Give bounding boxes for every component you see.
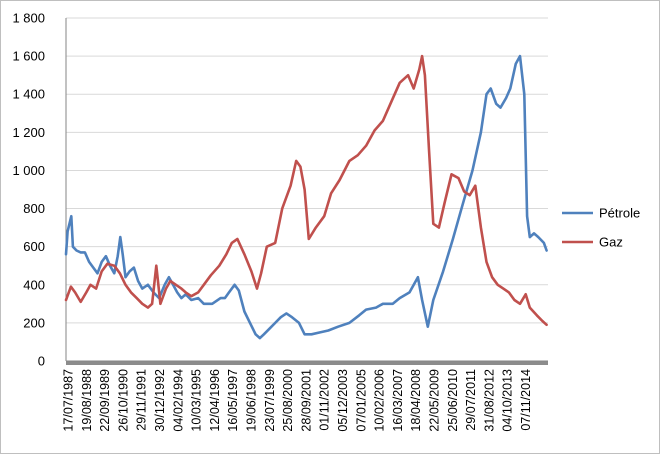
x-tick-label: 29/11/1991 <box>135 369 149 431</box>
series-line-gaz <box>64 54 548 327</box>
y-tick-label: 1 600 <box>12 49 45 64</box>
x-tick-label: 26/10/1990 <box>116 369 130 432</box>
x-tick-label: 10/03/1995 <box>190 369 204 432</box>
x-tick-label: 07/01/2005 <box>354 369 368 432</box>
x-tick-label: 19/06/1998 <box>245 369 259 432</box>
x-tick-label: 25/08/2000 <box>281 369 295 432</box>
y-tick-label: 1 800 <box>12 11 45 26</box>
series-line-petrole <box>64 54 548 340</box>
x-tick-label: 28/09/2001 <box>299 369 313 432</box>
y-tick-label: 0 <box>38 354 45 369</box>
x-tick-label: 29/07/2011 <box>464 369 478 431</box>
y-tick-label: 1 000 <box>12 163 45 178</box>
y-tick-label: 1 200 <box>12 125 45 140</box>
x-tick-label: 19/08/1988 <box>80 369 94 432</box>
x-tick-label: 04/02/1994 <box>171 369 185 432</box>
x-tick-label: 12/04/1996 <box>208 369 222 432</box>
x-tick-label: 01/11/2002 <box>318 369 332 431</box>
legend-label: Gaz <box>599 235 623 250</box>
x-tick-label: 07/11/2014 <box>519 369 533 431</box>
x-tick-label: 23/07/1999 <box>263 369 277 432</box>
x-tick-label: 31/08/2012 <box>482 369 496 432</box>
x-tick-label: 04/10/2013 <box>501 369 515 432</box>
x-axis-tick-band <box>66 361 548 365</box>
x-tick-label: 22/09/1989 <box>98 369 112 432</box>
y-tick-label: 800 <box>23 201 45 216</box>
y-tick-label: 1 400 <box>12 87 45 102</box>
y-tick-label: 200 <box>23 315 45 330</box>
x-tick-label: 16/03/2007 <box>391 369 405 432</box>
x-tick-label: 30/12/1992 <box>153 369 167 432</box>
y-tick-label: 400 <box>23 277 45 292</box>
x-tick-label: 22/05/2009 <box>428 369 442 432</box>
x-tick-label: 25/06/2010 <box>446 369 460 432</box>
x-tick-label: 10/02/2006 <box>373 369 387 432</box>
x-tick-label: 05/12/2003 <box>336 369 350 432</box>
y-tick-label: 600 <box>23 239 45 254</box>
x-tick-label: 16/05/1997 <box>226 369 240 432</box>
legend-label: Pétrole <box>599 206 640 221</box>
x-tick-label: 18/04/2008 <box>409 369 423 432</box>
x-tick-label: 17/07/1987 <box>62 369 76 432</box>
